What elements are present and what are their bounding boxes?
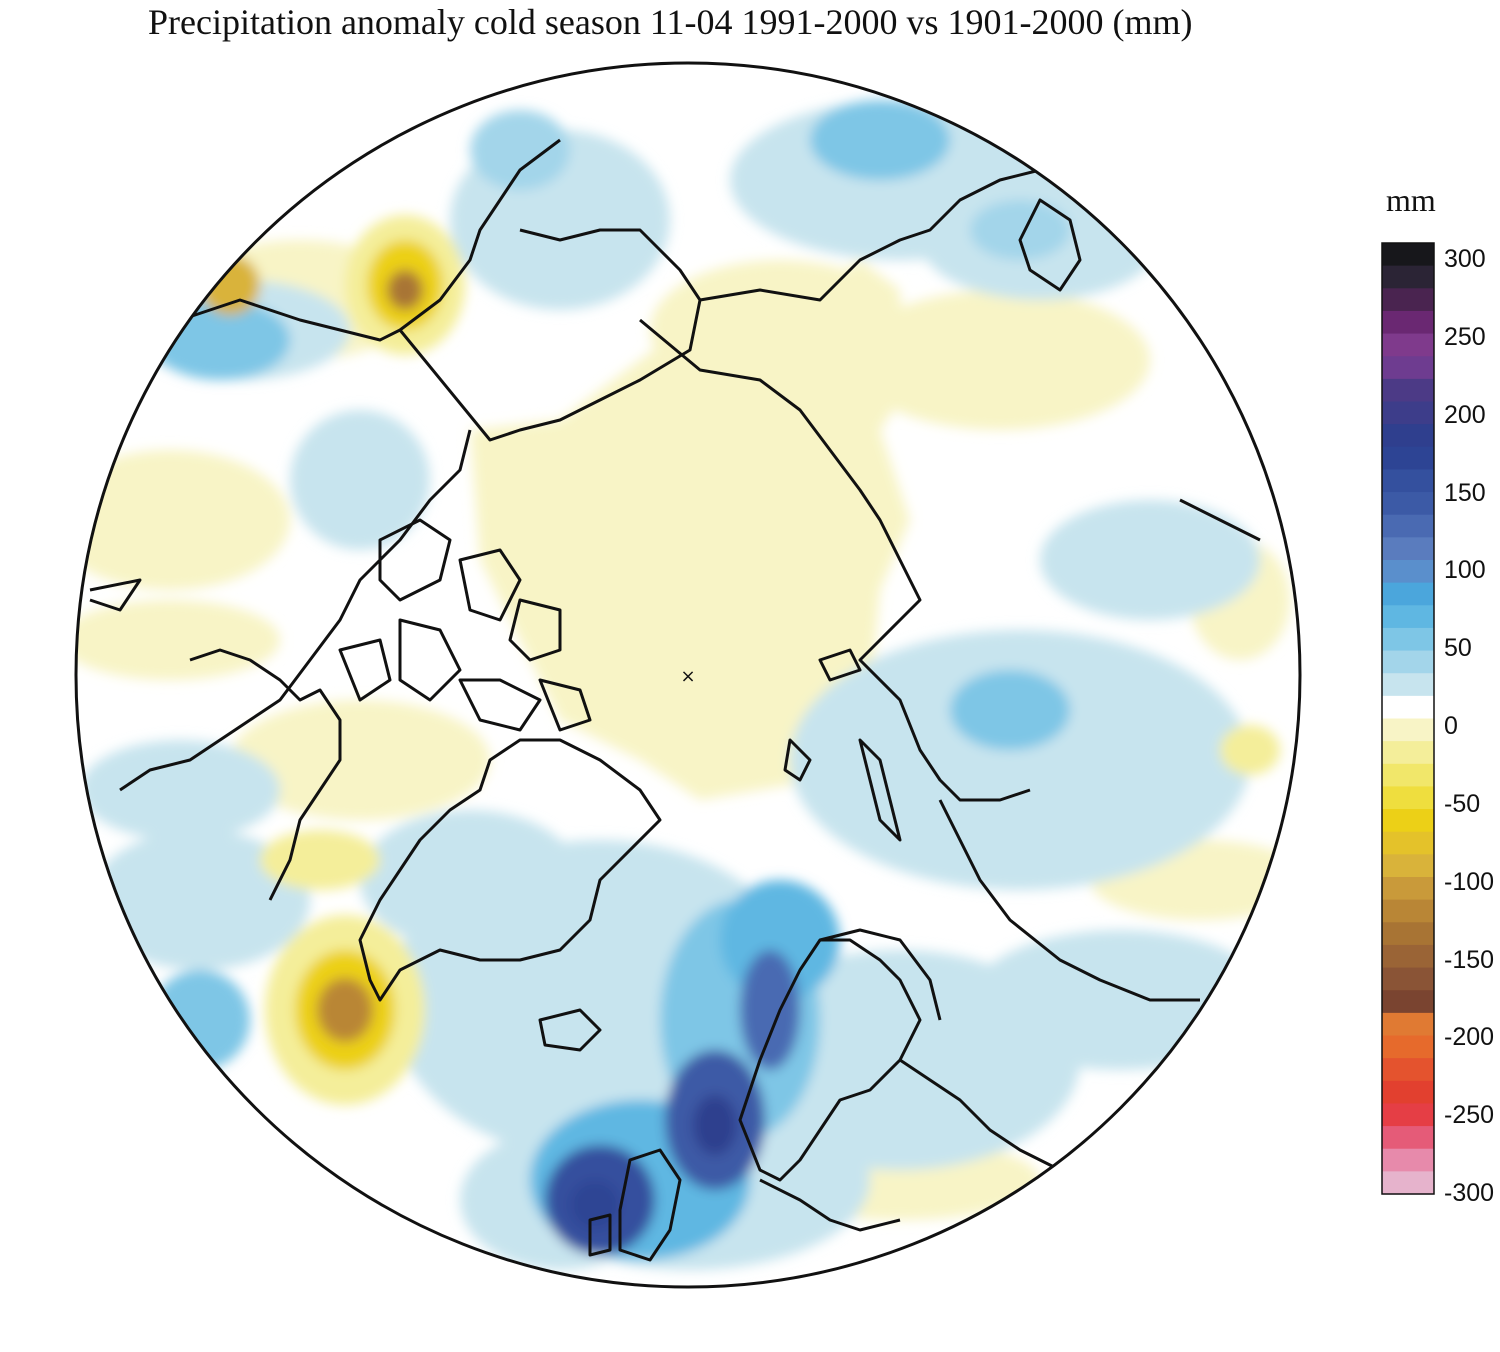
colorbar-step xyxy=(1382,401,1434,425)
map-border xyxy=(74,61,1302,1289)
colorbar-step xyxy=(1382,695,1434,720)
colorbar-step xyxy=(1382,424,1434,448)
colorbar-frame xyxy=(1381,242,1435,1195)
colorbar xyxy=(1382,243,1434,1195)
colorbar-step xyxy=(1382,605,1434,629)
colorbar-step xyxy=(1382,809,1434,833)
colorbar-step xyxy=(1382,627,1434,652)
legend-tick-label: 100 xyxy=(1444,556,1486,585)
colorbar-step xyxy=(1382,922,1434,946)
colorbar-step xyxy=(1382,763,1434,788)
colorbar-step xyxy=(1382,469,1434,493)
colorbar-step xyxy=(1382,650,1434,674)
colorbar-step xyxy=(1382,514,1434,538)
legend-tick-label: -200 xyxy=(1444,1023,1495,1052)
colorbar-step xyxy=(1382,265,1434,289)
colorbar-step xyxy=(1382,537,1434,561)
legend-tick-label: -50 xyxy=(1444,789,1481,818)
map-title: Precipitation anomaly cold season 11-04 … xyxy=(148,2,1193,42)
colorbar-step xyxy=(1382,288,1434,312)
colorbar-step xyxy=(1382,741,1434,765)
colorbar-step xyxy=(1382,877,1434,901)
colorbar-step xyxy=(1382,786,1434,810)
legend-tick-label: 50 xyxy=(1444,634,1472,663)
colorbar-step xyxy=(1382,1171,1434,1195)
legend-tick-label: -250 xyxy=(1444,1101,1495,1130)
colorbar-step xyxy=(1382,854,1434,878)
colorbar-step xyxy=(1382,1080,1434,1105)
legend-tick-label: 250 xyxy=(1444,322,1486,351)
legend-tick-label: 300 xyxy=(1444,245,1486,273)
legend-unit: mm xyxy=(1386,182,1436,218)
colorbar-step xyxy=(1382,310,1434,335)
colorbar-step xyxy=(1382,1148,1434,1172)
colorbar-step xyxy=(1382,990,1434,1014)
north-pole-marker: × xyxy=(680,666,695,687)
colorbar-step xyxy=(1382,1035,1434,1059)
colorbar-step xyxy=(1382,378,1434,403)
legend-tick-label: -300 xyxy=(1444,1179,1495,1207)
legend-tick-label: -100 xyxy=(1444,867,1495,896)
colorbar-step xyxy=(1382,944,1434,969)
colorbar-step xyxy=(1382,1012,1434,1037)
colorbar-step xyxy=(1382,899,1434,923)
colorbar-step xyxy=(1382,967,1434,991)
colorbar-step xyxy=(1382,560,1434,584)
colorbar-step xyxy=(1382,446,1434,471)
colorbar-step xyxy=(1382,673,1434,697)
colorbar-step xyxy=(1382,1058,1434,1082)
colorbar-step xyxy=(1382,831,1434,855)
colorbar-step xyxy=(1382,718,1434,742)
legend-tick-label: 150 xyxy=(1444,478,1486,507)
legend-tick-label: -150 xyxy=(1444,945,1495,974)
colorbar-step xyxy=(1382,1103,1434,1127)
legend-tick-label: 0 xyxy=(1444,712,1458,740)
legend-tick-label: 200 xyxy=(1444,400,1486,429)
colorbar-step xyxy=(1382,1126,1434,1150)
colorbar-step xyxy=(1382,356,1434,380)
colorbar-step xyxy=(1382,333,1434,357)
colorbar-step xyxy=(1382,492,1434,516)
colorbar-step xyxy=(1382,582,1434,606)
colorbar-step xyxy=(1382,243,1434,267)
